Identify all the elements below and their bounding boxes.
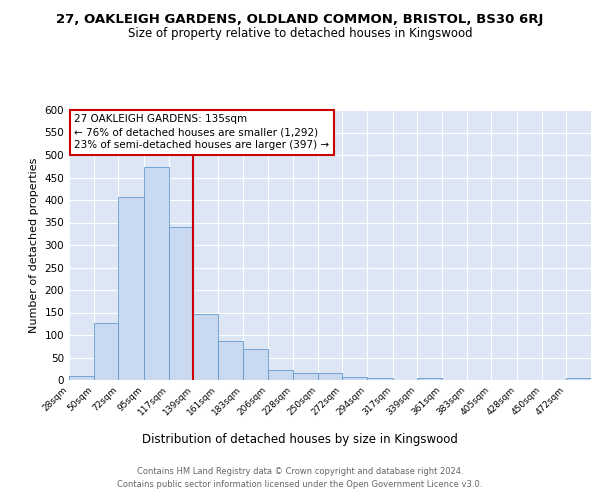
Bar	[343, 377, 367, 380]
Bar	[169, 226, 193, 380]
Y-axis label: Number of detached properties: Number of detached properties	[29, 158, 39, 332]
Bar	[218, 341, 242, 380]
Bar	[317, 373, 343, 380]
Bar	[242, 350, 268, 380]
Bar	[69, 376, 94, 380]
Bar	[144, 166, 169, 380]
Text: 27, OAKLEIGH GARDENS, OLDLAND COMMON, BRISTOL, BS30 6RJ: 27, OAKLEIGH GARDENS, OLDLAND COMMON, BR…	[56, 12, 544, 26]
Bar	[118, 197, 144, 380]
Bar	[418, 378, 442, 380]
Bar	[367, 378, 393, 380]
Text: Size of property relative to detached houses in Kingswood: Size of property relative to detached ho…	[128, 28, 472, 40]
Text: 27 OAKLEIGH GARDENS: 135sqm
← 76% of detached houses are smaller (1,292)
23% of : 27 OAKLEIGH GARDENS: 135sqm ← 76% of det…	[74, 114, 329, 150]
Text: Contains public sector information licensed under the Open Government Licence v3: Contains public sector information licen…	[118, 480, 482, 489]
Bar	[293, 373, 317, 380]
Bar	[566, 378, 591, 380]
Bar	[268, 370, 293, 380]
Bar	[94, 323, 118, 380]
Text: Distribution of detached houses by size in Kingswood: Distribution of detached houses by size …	[142, 432, 458, 446]
Text: Contains HM Land Registry data © Crown copyright and database right 2024.: Contains HM Land Registry data © Crown c…	[137, 468, 463, 476]
Bar	[193, 314, 218, 380]
